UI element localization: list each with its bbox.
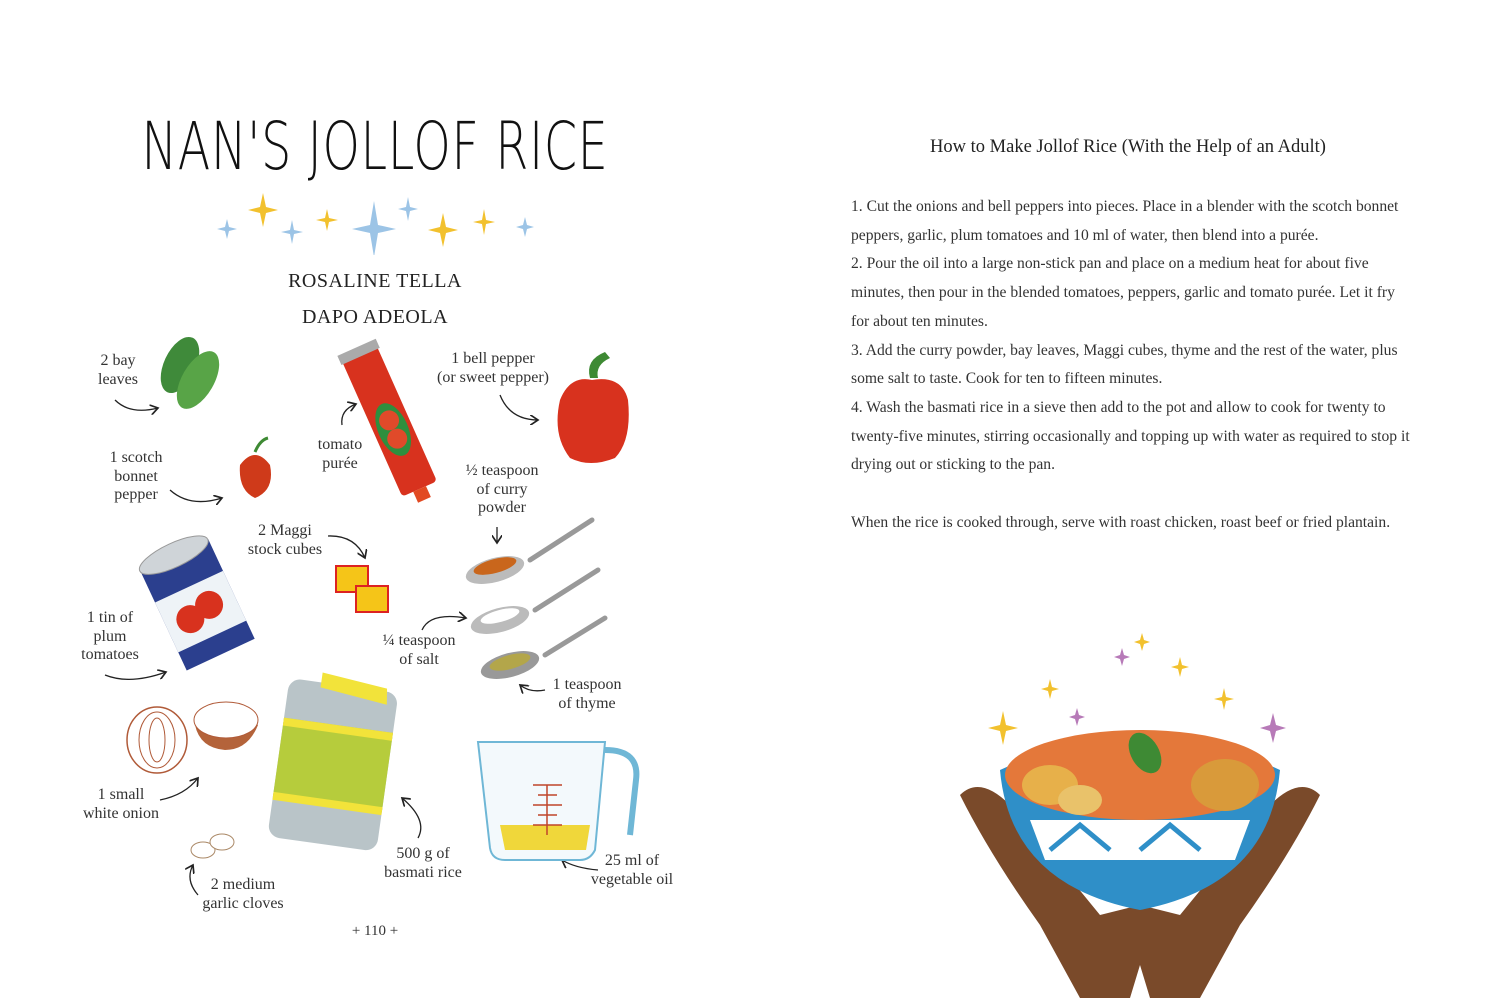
label-bell-pepper: 1 bell pepper (or sweet pepper) [437,350,549,386]
step: 1. Cut the onions and bell peppers into … [851,198,1399,244]
method-steps: 1. Cut the onions and bell peppers into … [851,193,1411,537]
serving-note: When the rice is cooked through, serve w… [851,513,1391,531]
bell-pepper-image [557,352,629,463]
tomato-puree-image [337,338,436,503]
maggi-cubes-image [335,565,389,613]
step: 2. Pour the oil into a large non-stick p… [851,255,1395,330]
step: 4. Wash the basmati rice in a sieve then… [851,398,1410,474]
label-salt: ¼ teaspoon of salt [382,632,456,668]
label-thyme: 1 teaspoon of thyme [552,676,622,712]
label-rice: 500 g of basmati rice [384,845,462,881]
label-curry-powder: ½ teaspoon of curry powder [465,462,539,516]
hands [960,787,1320,998]
star-icon [398,197,418,221]
book-title: NAN'S JOLLOF RICE [141,108,609,185]
spoons-image [465,517,608,679]
label-maggi: 2 Maggi stock cubes [247,522,323,558]
method-title: How to Make Jollof Rice (With the Help o… [930,137,1326,157]
label-tomatoes: 1 tin of plum tomatoes [81,609,139,663]
scotch-bonnet-image [239,436,271,498]
author-name: DAPO ADEOLA [301,306,449,328]
sparkles-decoration [217,193,534,255]
star-icon [248,193,278,227]
star-icon [281,220,303,244]
star-icon [473,209,495,235]
label-oil: 25 ml of vegetable oil [590,852,674,888]
page-number: + 110 + [351,923,399,939]
star-icon [352,201,396,255]
label-scotch-bonnet: 1 scotch bonnet pepper [109,449,163,503]
step: 3. Add the curry powder, bay leaves, Mag… [851,341,1398,388]
garlic-image [190,833,235,859]
onion-image [126,701,259,774]
measuring-jug-image [476,741,640,861]
star-icon [516,217,534,237]
label-bay-leaves: 2 bay leaves [98,352,138,388]
label-onion: 1 small white onion [83,786,159,822]
star-icon [316,209,338,231]
label-garlic: 2 medium garlic cloves [202,876,284,912]
basmati-rice-image [268,672,397,851]
star-icon [217,219,237,239]
jollof-bowl-illustration [960,633,1320,998]
star-icon [428,213,458,247]
label-tomato-puree: tomato purée [317,436,363,472]
bay-leaves-image [160,336,220,409]
ingredients-illustration [104,336,640,896]
sparkles [988,633,1234,745]
tin-of-tomatoes-image [138,535,255,671]
author-name: ROSALINE TELLA [288,270,462,292]
arrows [104,394,599,896]
